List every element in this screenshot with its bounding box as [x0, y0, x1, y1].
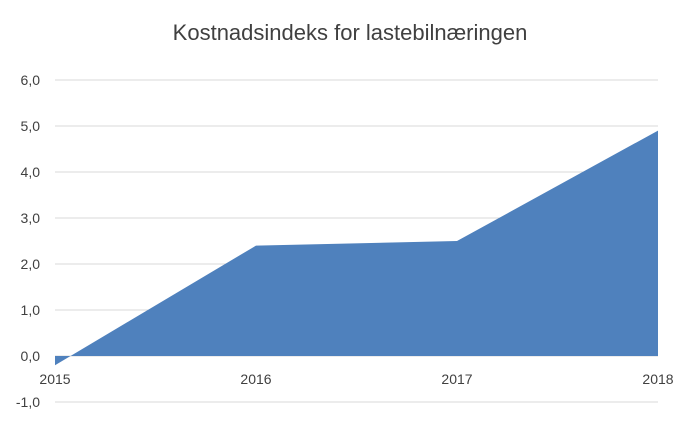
x-tick-label: 2017: [441, 371, 472, 387]
chart-title: Kostnadsindeks for lastebilnæringen: [172, 20, 528, 45]
y-tick-label: 3,0: [21, 210, 41, 226]
area-series: [55, 130, 658, 366]
x-tick-label: 2016: [240, 371, 271, 387]
y-tick-label: 2,0: [21, 256, 41, 272]
x-tick-label: 2018: [642, 371, 673, 387]
y-tick-label: 6,0: [21, 72, 41, 88]
y-tick-label: 5,0: [21, 118, 41, 134]
x-tick-label: 2015: [39, 371, 70, 387]
y-tick-label: 0,0: [21, 348, 41, 364]
y-tick-label: 4,0: [21, 164, 41, 180]
y-tick-label: 1,0: [21, 302, 41, 318]
y-tick-label: -1,0: [16, 394, 40, 410]
